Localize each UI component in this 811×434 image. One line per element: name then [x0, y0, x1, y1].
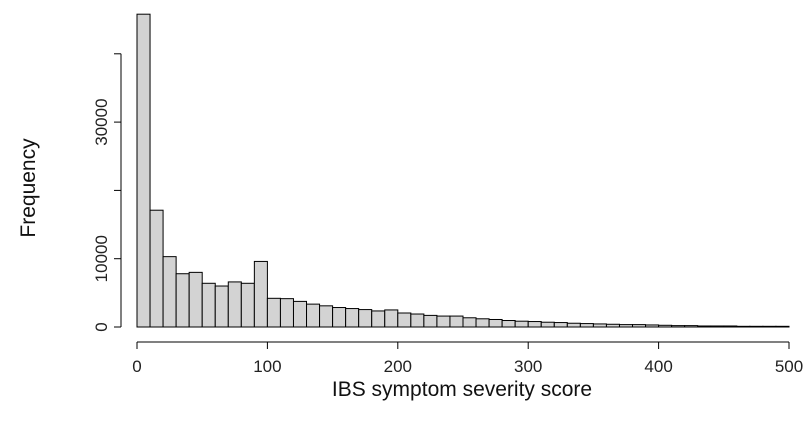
histogram-bar-60	[214, 285, 229, 328]
histogram-bar-190	[384, 309, 399, 328]
y-axis: 0 10000 30000	[92, 53, 122, 332]
x-tick-label-500: 500	[775, 357, 803, 376]
x-tick-label-300: 300	[514, 357, 542, 376]
histogram-bars	[136, 13, 790, 328]
histogram-bar-0	[136, 13, 151, 328]
histogram-bar-150	[332, 307, 347, 328]
x-tick-label-200: 200	[384, 357, 412, 376]
histogram-bar-120	[292, 300, 308, 328]
histogram-bar-390	[645, 324, 660, 328]
histogram-bar-360	[605, 323, 620, 328]
histogram-bar-340	[579, 323, 594, 328]
histogram-bar-10	[149, 209, 164, 328]
histogram-bar-50	[201, 282, 216, 328]
histogram-bar-210	[410, 313, 425, 328]
y-tick-label-10000: 10000	[92, 235, 111, 282]
histogram-bar-380	[632, 324, 647, 328]
histogram-bar-110	[279, 298, 294, 328]
histogram-bar-450	[723, 325, 738, 328]
histogram-bar-330	[566, 322, 581, 328]
histogram-bar-300	[527, 321, 542, 328]
histogram-bar-90	[253, 260, 268, 328]
histogram-bar-40	[188, 271, 203, 328]
histogram-bar-480	[762, 325, 777, 328]
histogram-bar-420	[684, 325, 699, 328]
histogram-bar-70	[227, 281, 242, 328]
x-axis-title: IBS symptom severity score	[332, 378, 592, 401]
x-tick-label-100: 100	[253, 357, 281, 376]
y-axis-title: Frequency	[17, 138, 40, 238]
y-tick-label-0: 0	[92, 322, 111, 331]
histogram-bar-160	[345, 308, 360, 328]
histogram-bar-20	[162, 256, 177, 328]
x-tick-label-400: 400	[644, 357, 672, 376]
histogram-bar-180	[371, 310, 386, 328]
histogram-bar-490	[775, 325, 790, 328]
histogram-bar-100	[266, 297, 281, 328]
histogram-bar-250	[462, 317, 477, 328]
histogram-bar-80	[240, 282, 255, 328]
histogram-bar-200	[397, 312, 412, 328]
histogram-bar-290	[514, 320, 529, 328]
histogram-bar-320	[553, 322, 568, 328]
histogram-bar-220	[423, 314, 438, 328]
histogram-bar-350	[592, 323, 607, 328]
histogram-bar-270	[488, 318, 503, 328]
histogram-bar-130	[306, 303, 321, 328]
x-tick-label-0: 0	[132, 357, 141, 376]
x-axis: 0 100 200 300 400 500	[132, 341, 803, 376]
histogram-bar-430	[697, 325, 712, 328]
histogram-bar-230	[436, 315, 451, 328]
histogram-bar-30	[175, 273, 190, 328]
histogram-bar-310	[540, 321, 555, 328]
histogram-bar-460	[736, 325, 751, 328]
histogram-bar-400	[658, 324, 673, 328]
histogram-bar-240	[449, 315, 464, 328]
histogram-bar-170	[358, 309, 373, 328]
y-tick-label-30000: 30000	[92, 98, 111, 145]
histogram-bar-440	[710, 325, 725, 328]
histogram-bar-260	[475, 318, 490, 328]
histogram-bar-140	[319, 305, 334, 328]
histogram-bar-280	[501, 320, 516, 328]
histogram-bar-470	[749, 325, 764, 328]
histogram-bar-370	[618, 324, 634, 328]
histogram-bar-410	[671, 325, 686, 328]
